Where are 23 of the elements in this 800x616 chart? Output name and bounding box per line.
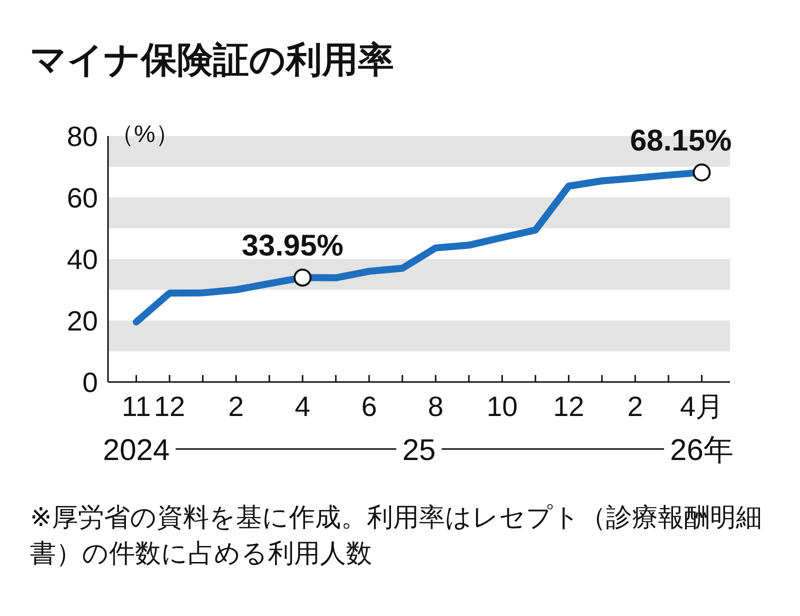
x-tick-label: 2 (627, 391, 643, 422)
text: 25 (402, 434, 436, 467)
y-tick-label: 20 (66, 306, 98, 336)
data-label: 33.95% (242, 230, 344, 263)
x-tick-label: 12 (553, 391, 584, 422)
text: 26年 (670, 434, 734, 467)
text: 2024 (102, 434, 170, 467)
y-tick-label: 40 (66, 244, 98, 275)
y-tick-label: 80 (66, 121, 98, 152)
chart-title: マイナ保険証の利用率 (30, 39, 394, 80)
x-tick-label: 10 (486, 391, 518, 422)
x-tick-label: 4月 (680, 391, 724, 422)
x-tick-label: 12 (154, 391, 186, 422)
text: ※厚労省の資料を基に作成。利用率はレセプト（診療報酬明細書）の件数に占める利用人数 (30, 502, 763, 571)
x-tick-label: 2 (228, 391, 244, 422)
y-tick-label: 60 (66, 182, 98, 214)
x-tick-label: 8 (428, 391, 444, 422)
x-tick-label: 4 (294, 391, 310, 422)
y-tick-label: 0 (82, 367, 98, 398)
data-label: 68.15% (630, 124, 732, 158)
x-tick-label: 11 (122, 391, 151, 422)
y-axis-title: （%） (110, 121, 180, 148)
x-tick-label: 6 (361, 391, 377, 422)
